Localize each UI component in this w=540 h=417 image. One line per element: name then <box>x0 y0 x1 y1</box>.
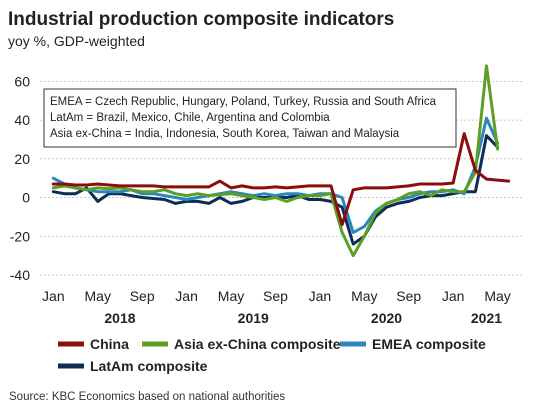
series-line-latam-composite <box>51 134 500 246</box>
y-tick-label: 40 <box>14 112 30 128</box>
series-line-asia-ex-china-composite <box>51 64 500 258</box>
legend-item-latam: LatAm composite <box>58 358 208 374</box>
note-latam: LatAm = Brazil, Mexico, Chile, Argentina… <box>50 112 330 124</box>
x-tick-label: Jan <box>175 288 198 304</box>
chart-title: Industrial production composite indicato… <box>8 9 394 30</box>
x-year-label: 2021 <box>471 310 502 326</box>
x-tick-label: Jan <box>309 288 332 304</box>
x-year-label: 2018 <box>104 310 135 326</box>
series-line-china <box>51 132 511 227</box>
legend-label-emea: EMEA composite <box>372 336 486 352</box>
chart-subtitle: yoy %, GDP-weighted <box>8 33 145 49</box>
y-axis-ticks: -40 -20 0 20 40 60 <box>10 73 30 283</box>
legend-label-asia: Asia ex-China composite <box>174 336 341 352</box>
note-asia: Asia ex-China = India, Indonesia, South … <box>50 128 400 140</box>
x-tick-label: Jan <box>442 288 465 304</box>
legend-item-china: China <box>58 336 129 352</box>
x-tick-label: May <box>351 288 377 304</box>
x-tick-label: Sep <box>130 288 155 304</box>
y-tick-label: 60 <box>14 73 30 89</box>
y-tick-label: 20 <box>14 151 30 167</box>
x-tick-label: Sep <box>396 288 421 304</box>
x-tick-label: May <box>218 288 244 304</box>
legend-label-latam: LatAm composite <box>90 358 208 374</box>
x-year-label: 2020 <box>371 310 402 326</box>
source-note: Source: KBC Economics based on national … <box>9 391 285 403</box>
legend: China Asia ex-China composite EMEA compo… <box>58 336 486 374</box>
x-tick-label: Jan <box>42 288 65 304</box>
x-year-label: 2019 <box>238 310 269 326</box>
note-emea: EMEA = Czech Republic, Hungary, Poland, … <box>50 96 437 108</box>
legend-item-asia: Asia ex-China composite <box>142 336 341 352</box>
note-box: EMEA = Czech Republic, Hungary, Poland, … <box>43 88 457 148</box>
x-axis-years: 2018 2019 2020 2021 <box>104 310 502 326</box>
y-tick-label: -40 <box>10 267 30 283</box>
y-tick-label: -20 <box>10 228 30 244</box>
legend-item-emea: EMEA composite <box>340 336 486 352</box>
x-axis-ticks: Jan May Sep Jan May Sep Jan May Sep Jan May <box>42 288 511 304</box>
series-lines <box>51 64 511 258</box>
x-tick-label: May <box>85 288 111 304</box>
y-tick-label: 0 <box>22 190 30 206</box>
x-tick-label: May <box>484 288 510 304</box>
note-box-border <box>43 88 457 148</box>
legend-label-china: China <box>90 336 129 352</box>
x-tick-label: Sep <box>263 288 288 304</box>
